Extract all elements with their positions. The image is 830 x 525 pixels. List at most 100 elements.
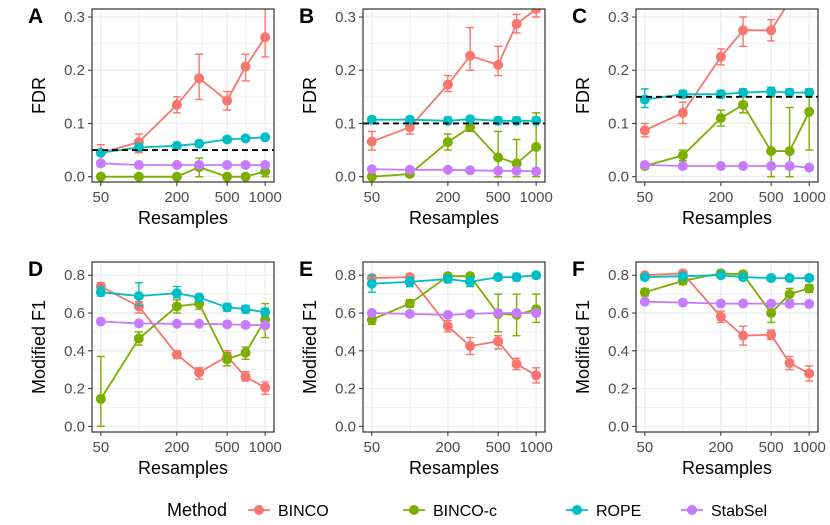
y-tick-label: 0.6 (608, 305, 629, 322)
point-stabsel (493, 165, 504, 176)
y-tick-label: 0.2 (335, 62, 356, 79)
x-tick-label: 200 (435, 189, 460, 206)
point-rope (677, 271, 688, 282)
x-tick-label: 1000 (519, 189, 552, 206)
panel-data (95, 9, 271, 182)
x-tick-label: 200 (435, 439, 460, 456)
point-stabsel (738, 161, 749, 172)
panel-b: 0.0 0.1 0.2 0.3 50 200 500 1000 Resamples FDR B (299, 5, 553, 228)
point-binco-c (171, 171, 182, 182)
point-rope (171, 140, 182, 151)
point-rope (133, 291, 144, 301)
point-binco (493, 59, 504, 70)
legend-title: Method (167, 500, 227, 520)
y-tick-label: 0.0 (608, 418, 629, 435)
x-tick-label: 500 (759, 439, 784, 456)
point-binco-c (133, 333, 144, 344)
point-rope (715, 270, 726, 281)
point-binco-c (222, 171, 233, 182)
point-stabsel (442, 164, 453, 175)
panel-border (635, 261, 819, 433)
point-binco (442, 321, 453, 332)
point-stabsel (171, 318, 182, 329)
point-binco (511, 18, 522, 29)
x-tick-label: 1000 (792, 189, 825, 206)
y-tick-label: 0.1 (608, 115, 629, 132)
legend-point-stabsel (687, 505, 697, 515)
x-axis-title: Resamples (409, 208, 499, 228)
panel-border (91, 261, 275, 433)
point-rope (260, 132, 271, 143)
point-binco-c (804, 106, 815, 117)
point-binco (465, 341, 476, 352)
panel-border (362, 261, 546, 433)
panel-data (366, 270, 542, 384)
y-axis-title: FDR (300, 77, 320, 114)
point-binco (171, 349, 182, 360)
x-axis-title: Resamples (682, 208, 772, 228)
point-stabsel (784, 161, 795, 172)
point-binco-c (404, 298, 415, 309)
point-rope (194, 138, 205, 149)
point-stabsel (260, 320, 271, 331)
x-tick-label: 50 (636, 189, 653, 206)
point-stabsel (194, 318, 205, 329)
y-tick-label: 0.8 (64, 267, 85, 284)
point-binco (222, 95, 233, 106)
point-binco-c (511, 158, 522, 169)
point-binco-c (639, 287, 650, 298)
legend-point-binco (254, 505, 264, 515)
point-stabsel (715, 161, 726, 172)
panel-label: B (299, 5, 314, 28)
y-tick-label: 0.2 (335, 381, 356, 398)
point-binco-c (766, 146, 777, 157)
point-rope (442, 274, 453, 284)
point-binco (442, 79, 453, 90)
point-binco (260, 32, 271, 43)
x-tick-label: 50 (92, 189, 109, 206)
y-tick-label: 0.6 (64, 305, 85, 322)
point-binco (639, 125, 650, 136)
y-axis-title: FDR (573, 77, 593, 114)
point-binco (531, 370, 542, 381)
point-stabsel (194, 159, 205, 170)
y-axis-title: Modified F1 (300, 300, 320, 394)
point-binco (171, 99, 182, 110)
point-stabsel (766, 298, 777, 309)
y-tick-label: 0.4 (64, 343, 85, 360)
point-binco-c (677, 150, 688, 161)
point-binco (194, 367, 205, 378)
y-tick-label: 0.8 (608, 267, 629, 284)
point-stabsel (465, 165, 476, 176)
panel-data (95, 281, 271, 428)
point-stabsel (260, 159, 271, 170)
x-axis-title: Resamples (682, 458, 772, 478)
point-rope (738, 87, 749, 98)
point-binco-c (784, 289, 795, 300)
point-binco-c (240, 171, 251, 182)
point-binco (465, 50, 476, 61)
point-binco (531, 9, 542, 14)
x-tick-label: 50 (92, 439, 109, 456)
point-rope (404, 276, 415, 287)
point-rope (493, 272, 504, 283)
y-tick-label: 0.2 (64, 381, 85, 398)
point-rope (194, 292, 205, 303)
x-tick-label: 500 (759, 189, 784, 206)
point-stabsel (133, 159, 144, 170)
point-stabsel (442, 309, 453, 320)
panel-data (366, 9, 542, 182)
y-tick-label: 0.1 (335, 115, 356, 132)
point-binco (240, 61, 251, 72)
panel-data (639, 9, 815, 178)
y-tick-label: 0.0 (335, 418, 356, 435)
y-tick-label: 0.3 (64, 9, 85, 26)
panel-border (91, 8, 275, 183)
panel-border (635, 8, 819, 183)
point-rope (784, 273, 795, 284)
point-binco-c (95, 393, 106, 404)
y-tick-label: 0.4 (335, 343, 356, 360)
legend-item-binco: BINCO (278, 503, 329, 520)
point-binco (738, 25, 749, 36)
